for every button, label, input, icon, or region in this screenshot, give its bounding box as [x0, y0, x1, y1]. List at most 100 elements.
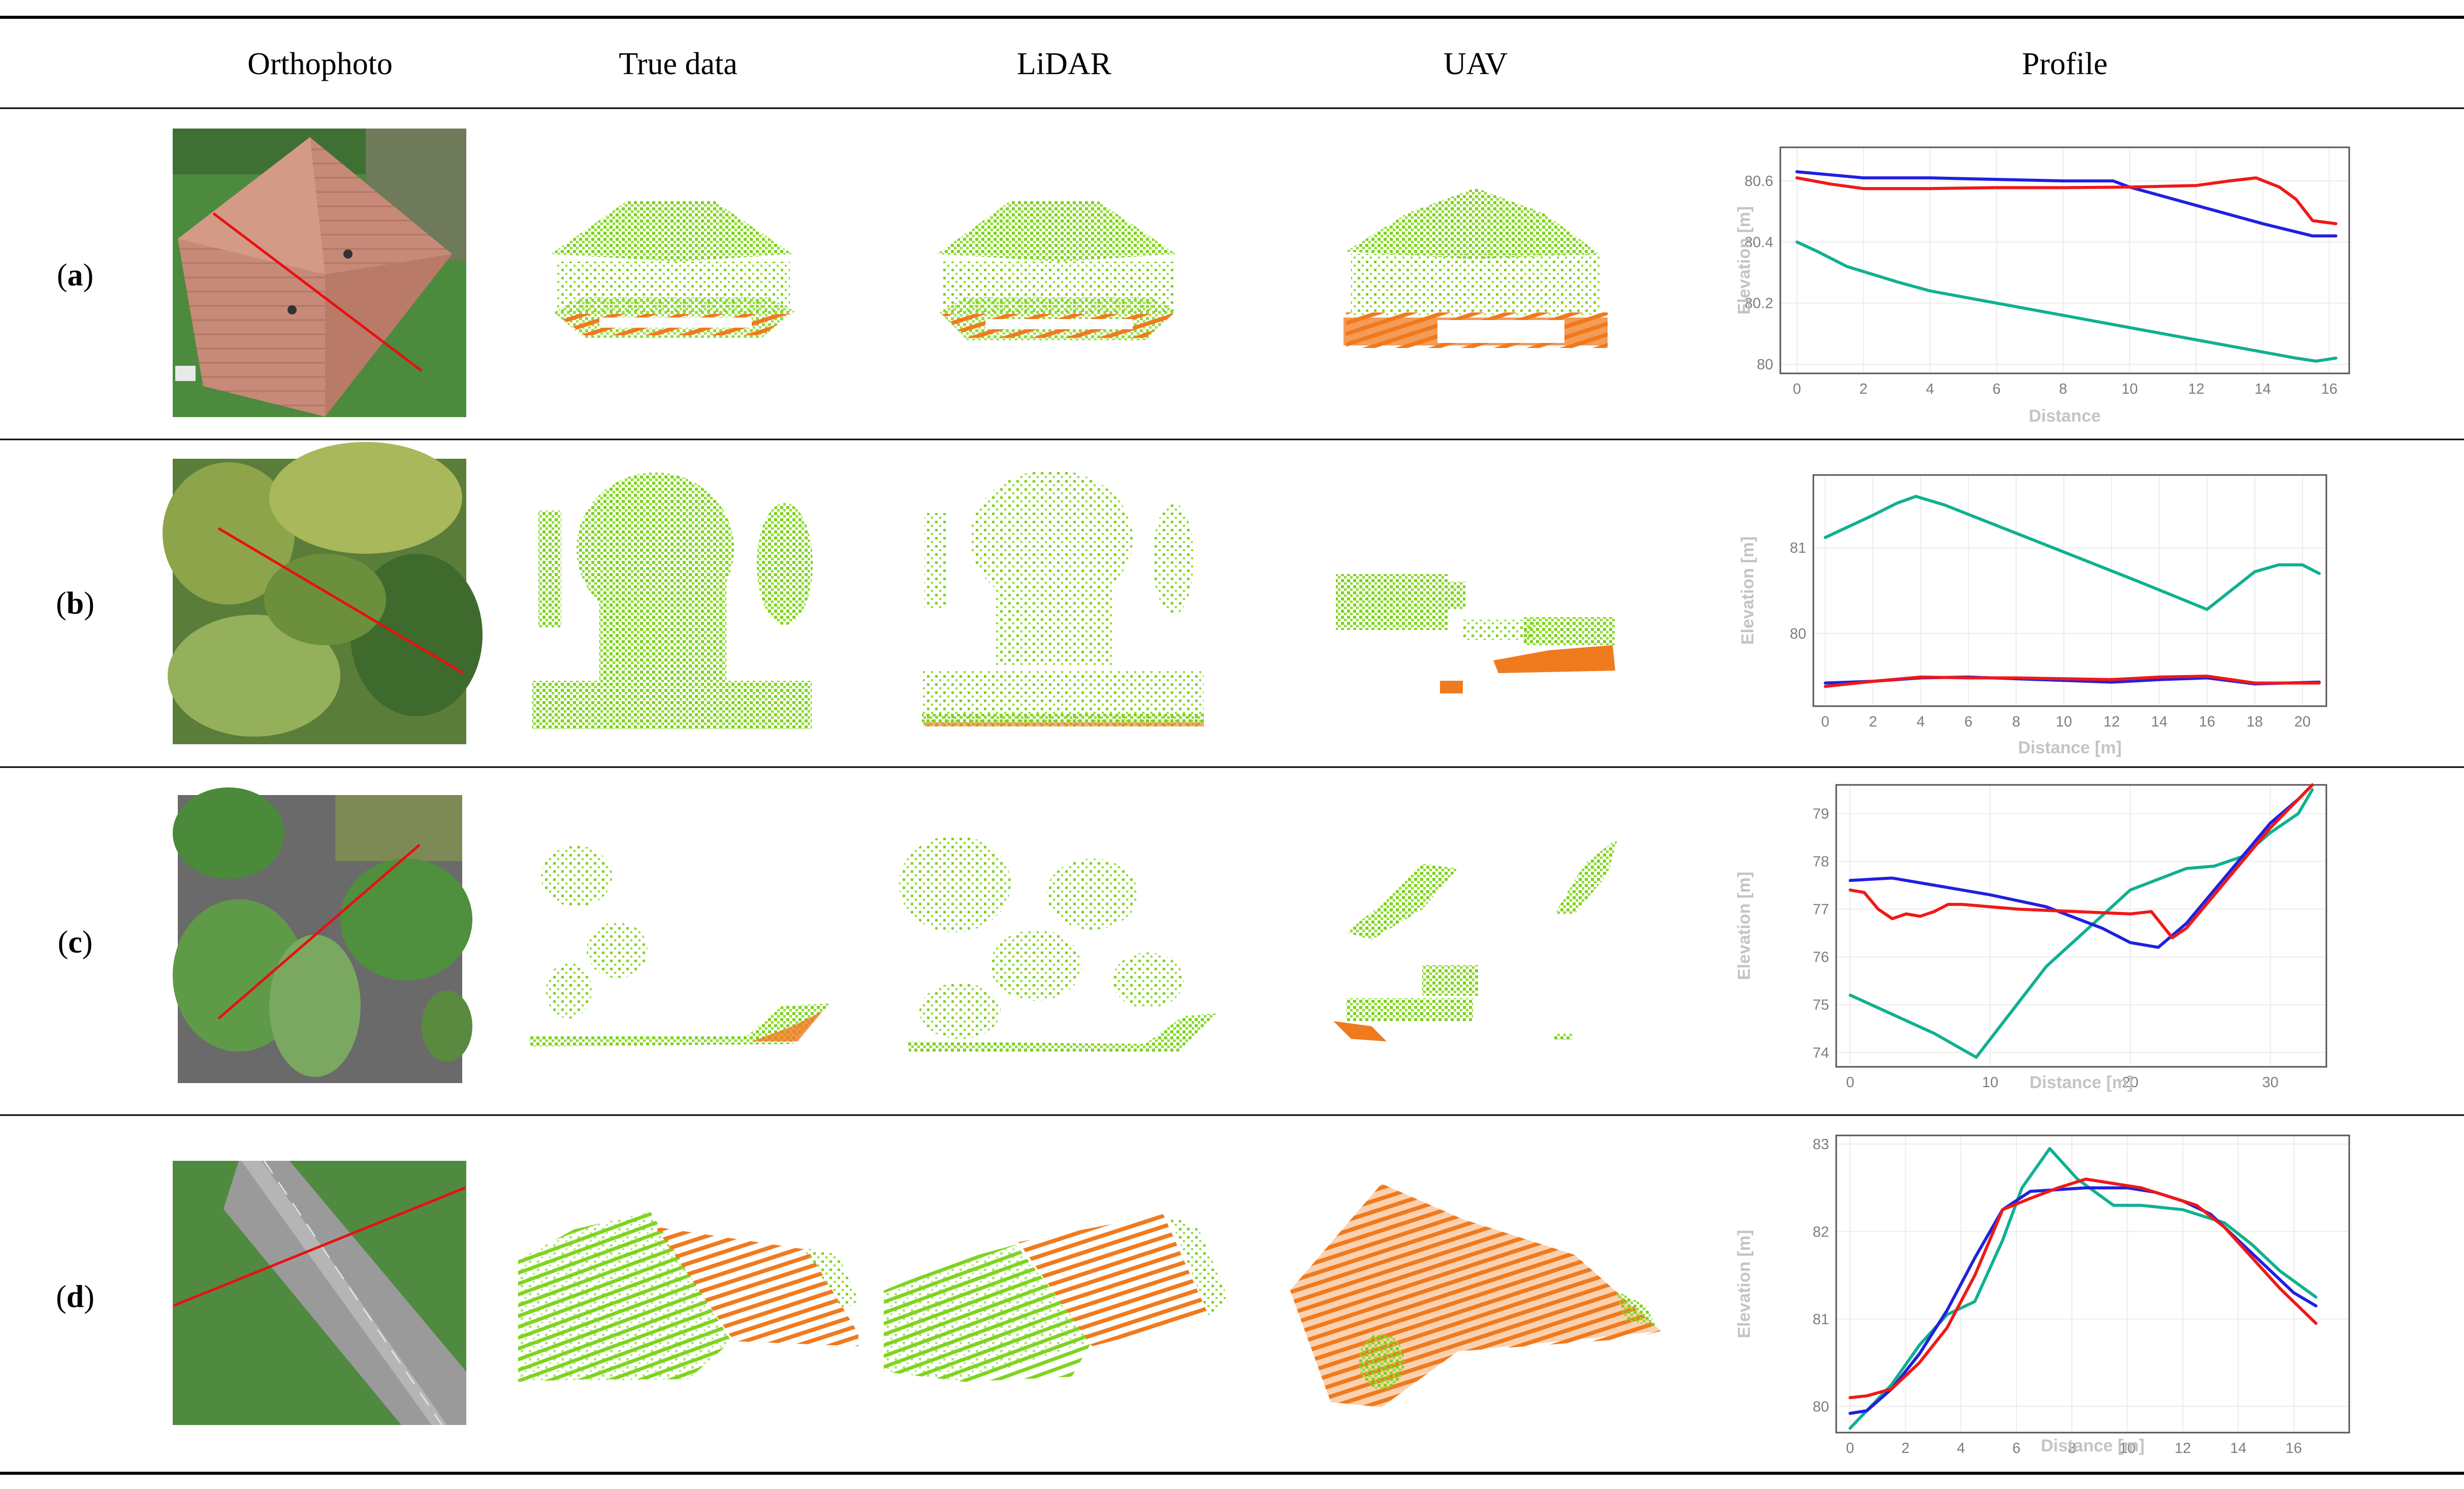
plot-frame [1779, 146, 2350, 374]
row-label-c: (c) [58, 925, 93, 960]
y-axis-label: Elevation [m] [1735, 1230, 1754, 1338]
series-line [1823, 675, 2321, 688]
point-cloud-uav-b [1336, 574, 1615, 693]
series-line [1848, 1186, 2318, 1415]
x-axis-label: Distance [m] [2018, 738, 2122, 757]
series-line [1795, 240, 2338, 363]
x-tick-label: 14 [2151, 714, 2167, 730]
x-tick-label: 4 [1926, 381, 1934, 397]
x-tick-label: 14 [2255, 381, 2271, 397]
x-tick-label: 10 [1982, 1074, 1998, 1091]
orthophoto-b [163, 442, 483, 744]
x-tick-label: 6 [2012, 1440, 2021, 1456]
x-axis-label: Distance [m] [2041, 1436, 2145, 1455]
profile-line [217, 527, 464, 675]
profile-chart-a: 0 2 4 6 8 10 12 14 16 80 80.2 80.4 80.6 Distance Eleva… [1735, 146, 2350, 426]
row-label-a: (a) [57, 258, 93, 293]
point-cloud-lidar-b [922, 470, 1204, 726]
x-axis-label: Distance [2029, 406, 2101, 426]
series-line [1795, 170, 2338, 238]
x-tick-label: 12 [2174, 1440, 2191, 1456]
point-cloud-uav-c [1333, 838, 1618, 1041]
profile-chart-c: 0 10 20 30 74 75 76 77 78 79 Distance [m] Elevation… [1735, 783, 2327, 1092]
orthophoto-d [173, 1160, 466, 1425]
header-profile: Profile [2022, 47, 2108, 81]
y-tick-label: 74 [1813, 1045, 1829, 1061]
y-axis-label: Elevation [m] [1735, 206, 1754, 314]
profile-line [173, 1186, 466, 1307]
orthophoto-c [173, 787, 472, 1083]
x-tick-label: 30 [2262, 1074, 2279, 1091]
x-tick-label: 16 [2199, 714, 2215, 730]
plot-frame [1835, 784, 2327, 1068]
series-line [1795, 176, 2338, 226]
y-tick-label: 75 [1813, 997, 1829, 1013]
point-cloud-uav-d [1290, 1184, 1661, 1407]
x-tick-label: 6 [1964, 714, 1972, 730]
profile-line [217, 844, 421, 1020]
y-axis-label: Elevation [m] [1735, 872, 1754, 980]
x-tick-label: 6 [1993, 381, 2001, 397]
x-tick-label: 0 [1821, 714, 1829, 730]
x-tick-label: 0 [1793, 381, 1801, 397]
header-lidar: LiDAR [1017, 47, 1112, 81]
y-tick-label: 80 [1790, 626, 1806, 642]
x-tick-label: 10 [2119, 1440, 2135, 1456]
header-orthophoto: Orthophoto [247, 47, 393, 81]
x-tick-label: 2 [1860, 381, 1868, 397]
point-cloud-lidar-a [937, 201, 1176, 340]
point-cloud-true-a [551, 201, 795, 338]
x-tick-label: 4 [1916, 714, 1925, 730]
profile-chart-b: 0 2 4 6 8 10 12 14 16 18 20 80 81 Distance [m] Elevati… [1738, 474, 2327, 757]
header-uav: UAV [1444, 47, 1508, 81]
series-line [1848, 788, 2314, 1059]
profile-chart-d: 0 2 4 6 8 10 12 14 16 80 81 82 83 Distance [m] Elevati… [1735, 1134, 2350, 1456]
x-tick-label: 20 [2122, 1074, 2138, 1091]
point-cloud-true-c [528, 846, 830, 1047]
series-line [1848, 1147, 2318, 1430]
x-tick-label: 8 [2068, 1440, 2076, 1456]
y-tick-label: 80 [1757, 357, 1773, 373]
x-tick-label: 16 [2321, 381, 2338, 397]
row-label-d: (d) [56, 1280, 94, 1314]
series-line [1848, 1178, 2318, 1400]
point-cloud-uav-a [1343, 188, 1608, 348]
y-tick-label: 82 [1813, 1224, 1829, 1240]
profile-line [212, 212, 423, 372]
x-tick-label: 14 [2230, 1440, 2246, 1456]
y-tick-label: 80 [1813, 1399, 1829, 1415]
y-tick-label: 81 [1790, 540, 1806, 556]
x-tick-label: 8 [2059, 381, 2067, 397]
point-cloud-true-b [532, 472, 813, 729]
plot-frame [1835, 1134, 2350, 1434]
x-tick-label: 8 [2012, 714, 2020, 730]
x-tick-label: 20 [2294, 714, 2311, 730]
x-tick-label: 10 [2122, 381, 2138, 397]
x-tick-label: 2 [1869, 714, 1877, 730]
x-tick-label: 2 [1901, 1440, 1909, 1456]
x-tick-label: 12 [2188, 381, 2204, 397]
y-axis-label: Elevation [m] [1738, 536, 1757, 645]
y-tick-label: 81 [1813, 1311, 1829, 1327]
series-line [1848, 783, 2314, 939]
x-tick-label: 18 [2247, 714, 2263, 730]
x-tick-label: 4 [1957, 1440, 1965, 1456]
x-tick-label: 12 [2103, 714, 2120, 730]
orthophoto-a [173, 129, 466, 417]
y-tick-label: 78 [1813, 854, 1829, 870]
y-tick-label: 76 [1813, 949, 1829, 966]
y-tick-label: 80.2 [1745, 296, 1773, 312]
header-true-data: True data [619, 47, 738, 81]
y-tick-label: 83 [1813, 1136, 1829, 1153]
plot-frame [1812, 474, 2327, 707]
x-tick-label: 16 [2286, 1440, 2302, 1456]
x-tick-label: 10 [2056, 714, 2072, 730]
point-cloud-lidar-c [899, 836, 1217, 1052]
y-tick-label: 80.6 [1745, 173, 1773, 189]
y-tick-label: 79 [1813, 806, 1829, 822]
series-line [1823, 495, 2321, 611]
row-label-b: (b) [56, 586, 94, 621]
y-tick-label: 77 [1813, 902, 1829, 918]
x-axis-label: Distance [m] [2029, 1073, 2133, 1092]
